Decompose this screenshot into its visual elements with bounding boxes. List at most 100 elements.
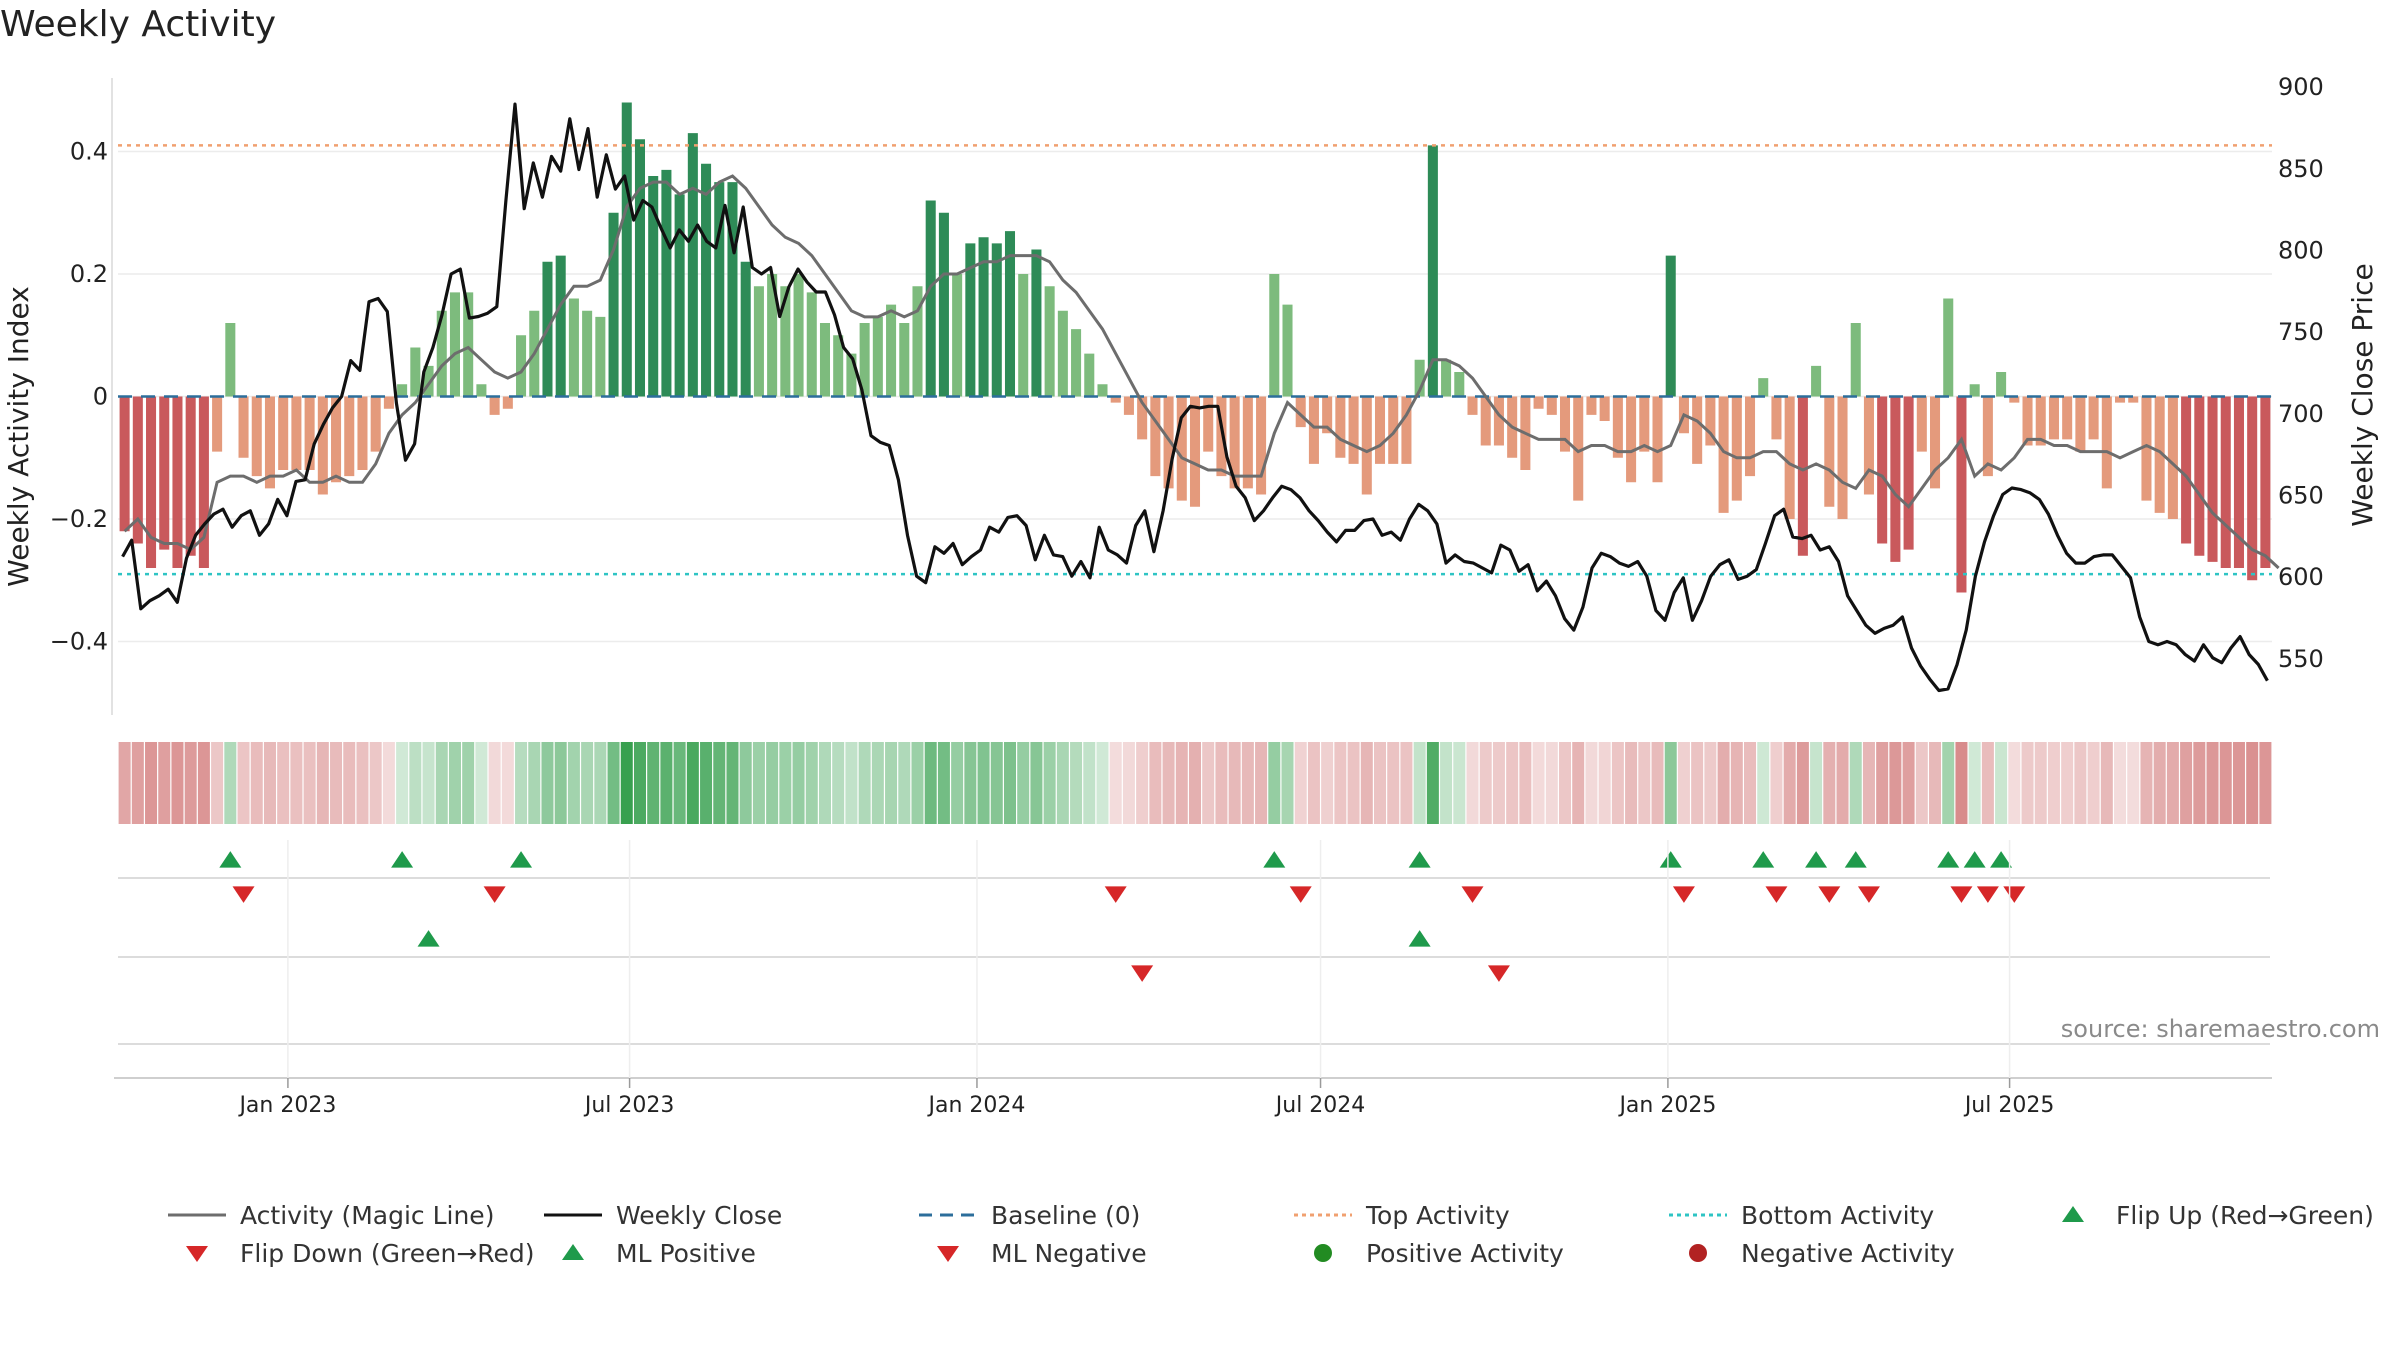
activity-bar [1771,396,1782,440]
strip-cell [554,742,567,824]
strip-cell [1810,742,1823,824]
flip-markers [118,851,2270,1045]
activity-bar [1956,396,1967,593]
strip-cell [2232,742,2245,824]
activity-bar [344,396,355,477]
strip-cell [422,742,435,824]
activity-bar [753,286,764,397]
legend-item: Weekly Close [540,1200,782,1230]
down-triangle-red-icon [915,1238,981,1268]
strip-cell [779,742,792,824]
strip-cell [977,742,990,824]
strip-cell [832,742,845,824]
x-tick-label: Jul 2025 [1963,1093,2055,1118]
activity-bar [304,396,315,470]
strip-cell [1611,742,1624,824]
strip-cell [1823,742,1836,824]
solid-gray-line-icon [164,1200,230,1230]
strip-cell [700,742,713,824]
activity-bar [2154,396,2165,513]
y2-tick-label: 700 [2278,400,2324,428]
strip-cell [211,742,224,824]
strip-cell [1981,742,1994,824]
strip-cell [898,742,911,824]
activity-bar [1441,359,1452,397]
legend: Activity (Magic Line) Weekly Close Baselin… [150,1200,2400,1290]
activity-bar [2247,396,2258,581]
strip-cell [739,742,752,824]
legend-label: Weekly Close [616,1200,783,1230]
y-tick-label: 0.2 [70,260,108,288]
dotted-orange-line-icon [1290,1200,1356,1230]
activity-bar [1308,396,1319,464]
activity-bar [423,365,434,397]
activity-bar [357,396,368,470]
flip-up-marker [510,851,533,868]
activity-bar [225,323,236,397]
strip-cell [2034,742,2047,824]
activity-bar [1467,396,1478,415]
strip-cell [1070,742,1083,824]
activity-bar [1811,365,1822,397]
activity-bar [2260,396,2271,568]
y-tick-label: 0 [93,383,108,411]
strip-cell [356,742,369,824]
strip-cell [1559,742,1572,824]
magic-line [123,174,2280,570]
strip-cell [1889,742,1902,824]
activity-bar [172,396,183,568]
activity-bar [991,243,1002,397]
activity-bar [291,396,302,470]
activity-bar [687,133,698,397]
strip-cell [2061,742,2074,824]
strip-cell [2021,742,2034,824]
strip-cell [1334,742,1347,824]
strip-cell [1730,742,1743,824]
activity-bar [2207,396,2218,562]
activity-bar [383,396,394,409]
activity-bar [1203,396,1214,452]
activity-bar [1044,286,1055,397]
strip-cell [2206,742,2219,824]
strip-cell [1704,742,1717,824]
activity-bar [2194,396,2205,556]
strip-cell [1532,742,1545,824]
activity-bar [1797,396,1808,556]
strip-cell [2180,742,2193,824]
strip-cell [2100,742,2113,824]
activity-bar [1229,396,1240,489]
activity-bar [1890,396,1901,562]
activity-bar [938,212,949,397]
strip-cell [766,742,779,824]
strip-cell [1915,742,1928,824]
activity-bar [1057,310,1068,397]
strip-cell [1268,742,1281,824]
strip-cell [2246,742,2259,824]
strip-cell [1651,742,1664,824]
strip-cell [1664,742,1677,824]
strip-cell [1625,742,1638,824]
strip-cell [2219,742,2232,824]
activity-bar [410,347,421,397]
strip-cell [1307,742,1320,824]
legend-item: Positive Activity [1290,1238,1564,1268]
strip-cell [858,742,871,824]
activity-bar [1414,359,1425,397]
legend-label: Flip Down (Green→Red) [240,1238,535,1268]
strip-cell [2127,742,2140,824]
activity-bar [714,182,725,397]
strip-cell [1796,742,1809,824]
flip-up-marker [1752,851,1775,868]
strip-cell [1215,742,1228,824]
flip-down-marker [232,886,255,903]
activity-bar [1176,396,1187,501]
activity-bar [661,169,672,397]
legend-label: Baseline (0) [991,1200,1141,1230]
flip-down-marker [1857,886,1880,903]
legend-label: Activity (Magic Line) [240,1200,495,1230]
y-tick-label: −0.2 [50,505,108,533]
strip-cell [1202,742,1215,824]
y2-axis-label: Weekly Close Price [2346,263,2379,526]
strip-cell [1902,742,1915,824]
flip-up-marker [219,851,242,868]
